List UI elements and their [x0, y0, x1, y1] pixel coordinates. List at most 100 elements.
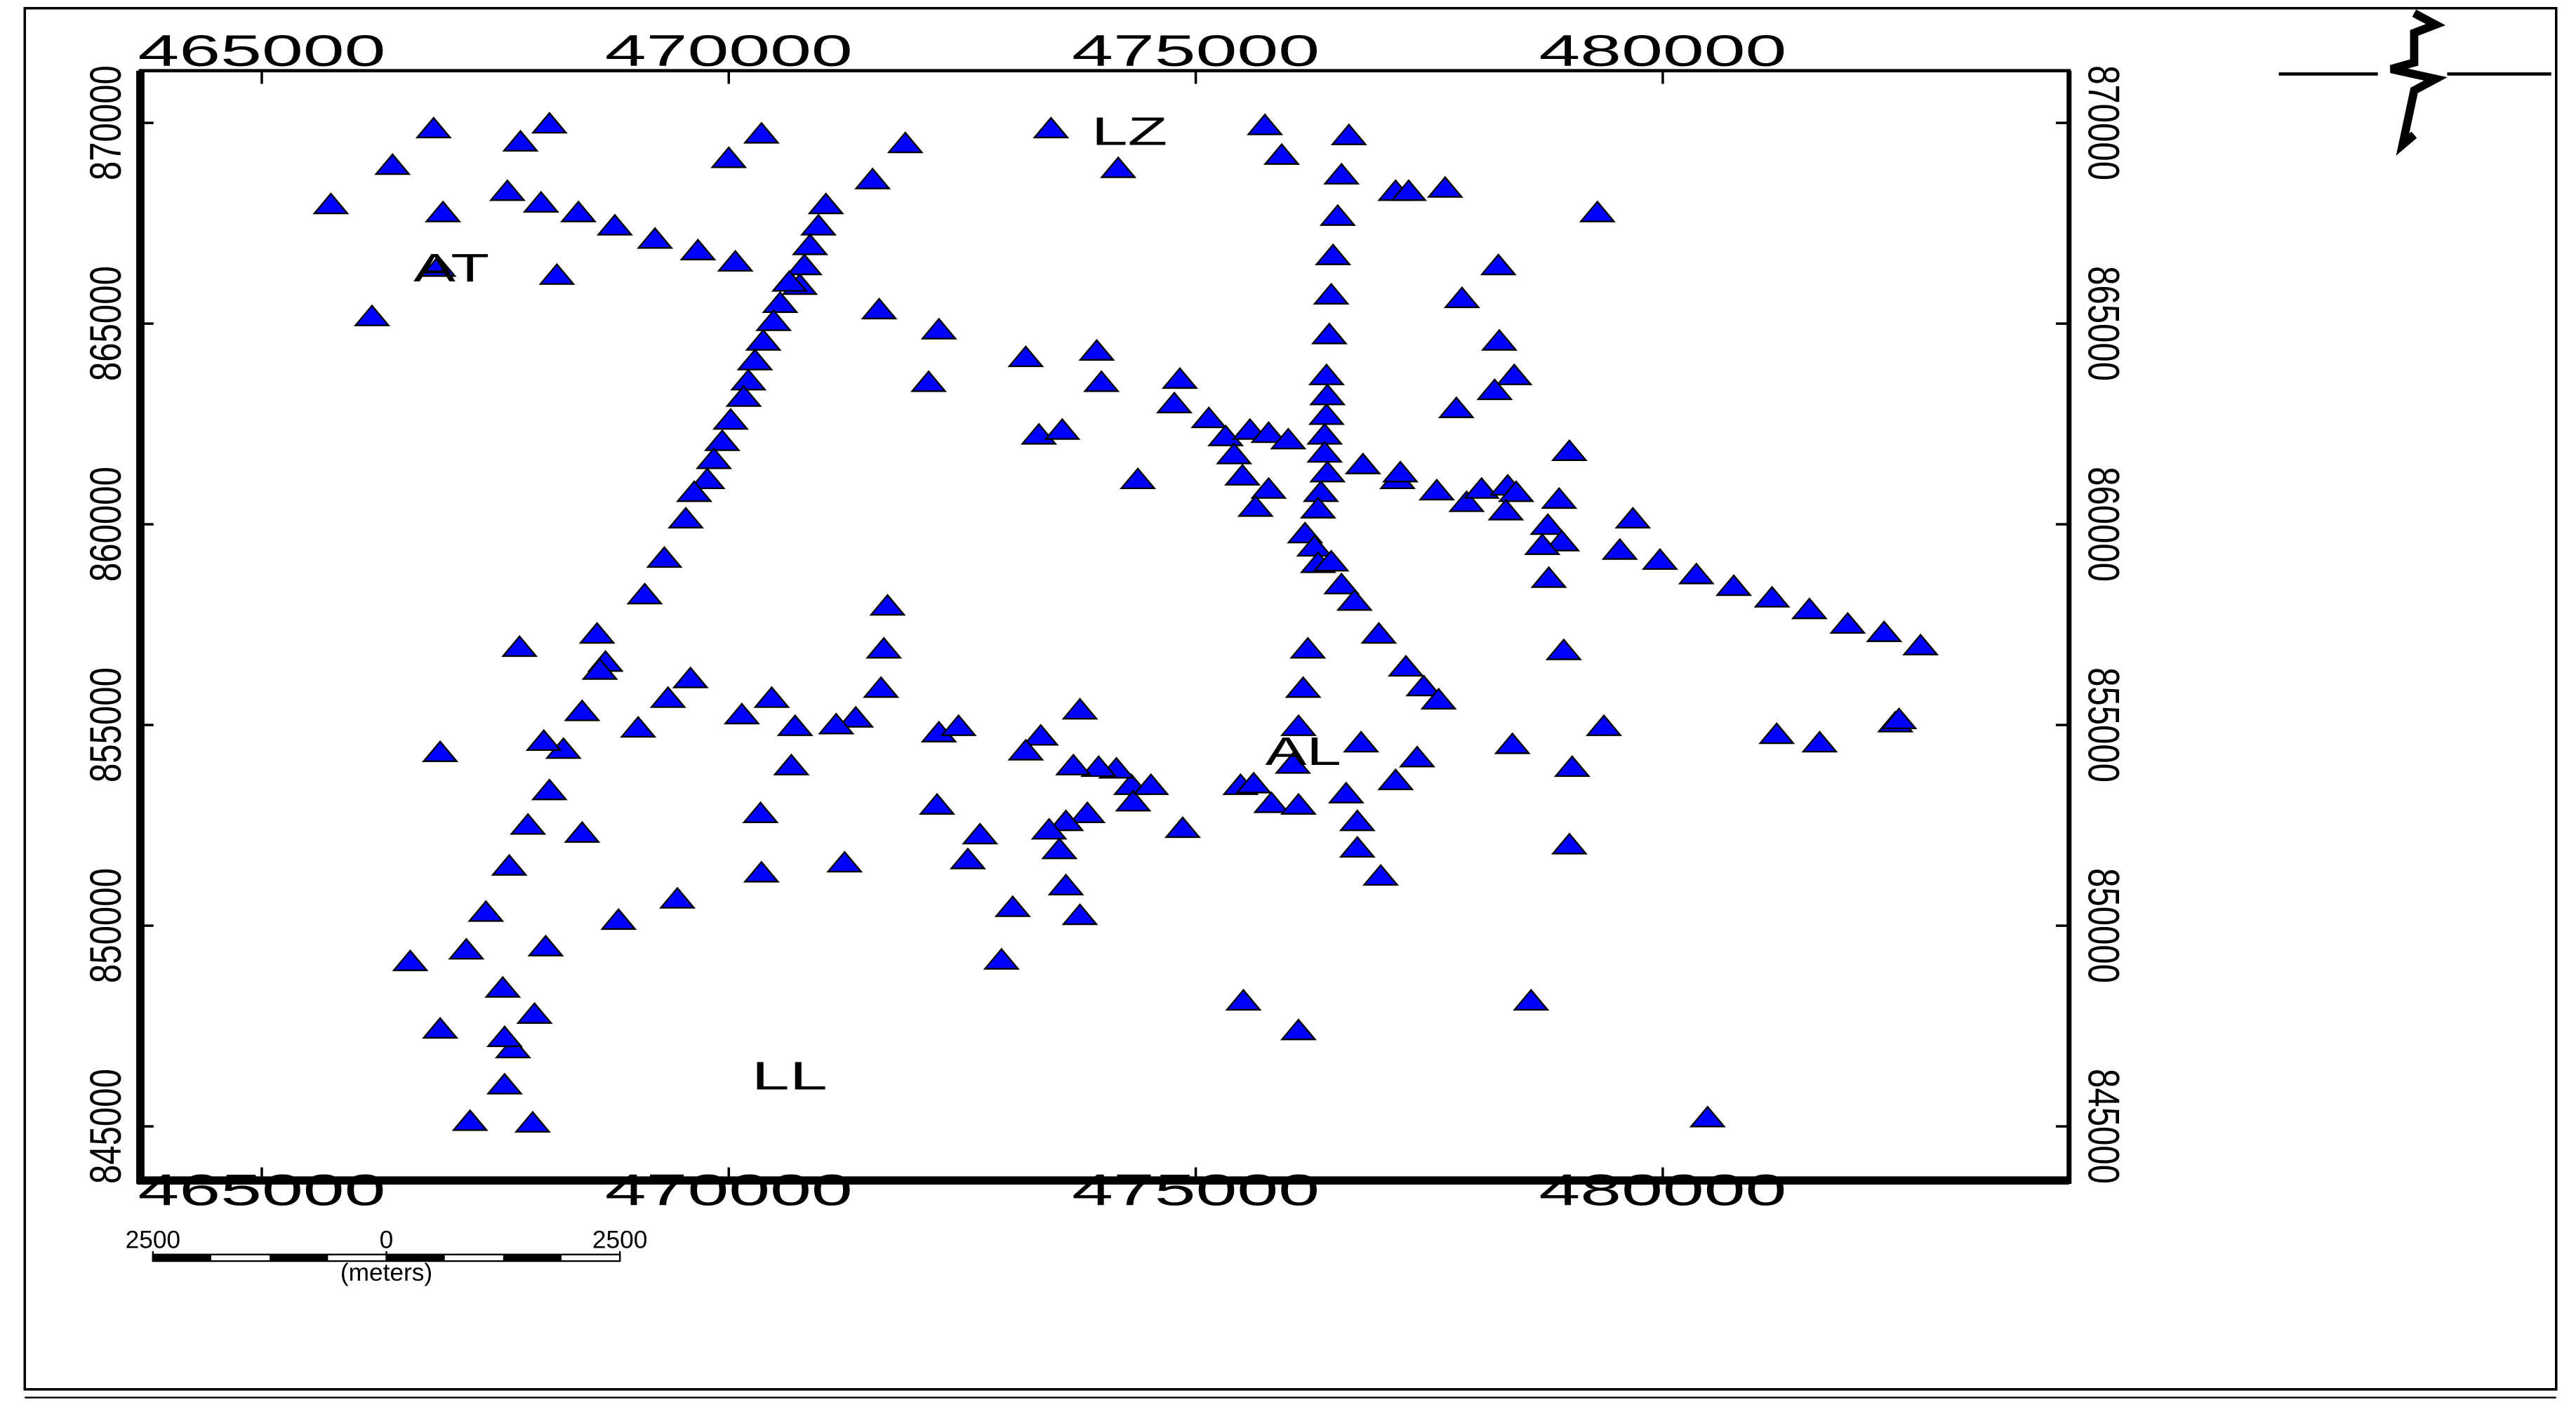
station-point — [736, 348, 774, 371]
station-point — [1041, 837, 1078, 860]
station-point — [1190, 406, 1228, 429]
station-point — [962, 822, 999, 845]
station-point — [672, 666, 709, 688]
station-point — [1280, 1018, 1317, 1041]
station-point — [1866, 620, 1903, 642]
station-point — [620, 716, 657, 738]
station-point — [1829, 611, 1866, 634]
station-point — [743, 860, 780, 883]
station-point — [1216, 442, 1253, 465]
station-point — [1250, 476, 1287, 499]
x-tick-label: 465000 — [138, 27, 386, 76]
y-tick-label: 855000 — [2079, 667, 2128, 782]
station-point — [994, 895, 1031, 917]
y-tick-label: 845000 — [81, 1069, 131, 1184]
station-point — [710, 146, 748, 168]
station-point — [863, 676, 900, 698]
station-point — [420, 255, 457, 277]
station-point — [1480, 253, 1517, 276]
station-point — [649, 686, 686, 708]
y-tick-label: 865000 — [81, 266, 131, 381]
station-point — [1327, 781, 1365, 803]
station-point — [1579, 200, 1616, 222]
station-point — [501, 635, 538, 658]
station-point — [762, 291, 799, 313]
station-point — [1030, 818, 1068, 840]
north-arrow — [2278, 9, 2551, 156]
station-point — [1274, 752, 1312, 774]
station-point — [1418, 478, 1455, 501]
y-tick-label: 870000 — [81, 65, 131, 180]
map-frame — [138, 69, 2071, 1182]
station-point — [1224, 463, 1261, 486]
station-point — [516, 1001, 553, 1024]
station-point — [1336, 589, 1373, 611]
area-label: LZ — [1091, 109, 1167, 154]
station-point — [1463, 476, 1500, 499]
station-point — [1405, 674, 1442, 697]
station-point — [1343, 731, 1380, 753]
area-label: AL — [1266, 729, 1341, 773]
x-tick-label: 465000 — [138, 1166, 386, 1215]
station-point — [626, 582, 663, 605]
station-point — [1280, 714, 1317, 736]
station-point — [1614, 506, 1652, 529]
scale-bar-label: 2500 — [126, 1226, 180, 1253]
x-tick-label: 480000 — [1539, 27, 1786, 76]
station-point — [837, 705, 875, 728]
station-point — [1100, 156, 1137, 178]
station-point — [525, 728, 562, 751]
station-point — [1339, 809, 1376, 832]
scale-bar-segment — [270, 1254, 328, 1262]
scale-bar-label: 2500 — [592, 1226, 647, 1253]
station-point — [659, 886, 696, 909]
station-point — [596, 213, 633, 236]
station-point — [1263, 142, 1301, 165]
station-point — [1284, 676, 1322, 698]
station-point — [689, 467, 726, 490]
station-point — [679, 238, 717, 261]
station-point — [1487, 498, 1525, 521]
station-point — [1497, 480, 1535, 502]
station-point — [560, 200, 597, 222]
station-point — [695, 447, 733, 469]
station-point — [415, 116, 452, 139]
station-point — [1308, 363, 1345, 385]
station-point — [1801, 731, 1838, 753]
station-point — [755, 309, 792, 331]
station-point — [676, 480, 713, 502]
station-point — [1250, 421, 1287, 443]
station-point — [1791, 597, 1828, 620]
station-point — [1344, 452, 1381, 474]
station-point — [1545, 638, 1582, 660]
station-point — [1161, 366, 1199, 389]
station-point — [1308, 403, 1345, 425]
station-point — [422, 1016, 459, 1039]
station-point — [1164, 815, 1202, 839]
scale-bar-label: 0 — [380, 1226, 394, 1253]
station-point — [786, 253, 823, 276]
station-point — [1390, 179, 1428, 201]
station-point — [1381, 460, 1419, 483]
station-point — [1443, 286, 1480, 309]
station-point — [1641, 547, 1678, 571]
station-point — [725, 385, 762, 407]
station-point — [773, 753, 810, 775]
station-point — [451, 1109, 489, 1131]
station-point — [1758, 722, 1795, 745]
station-point — [818, 712, 855, 735]
station-point — [1033, 116, 1070, 139]
x-tick-label: 470000 — [605, 27, 853, 76]
station-point — [1309, 460, 1346, 483]
station-point — [826, 851, 863, 873]
station-point — [1543, 529, 1581, 552]
station-point — [1007, 345, 1044, 368]
station-point — [1078, 338, 1115, 361]
station-point — [374, 153, 411, 175]
y-tick-label: 855000 — [81, 667, 131, 782]
station-point — [494, 1036, 531, 1059]
station-point — [776, 714, 814, 736]
station-point — [514, 1110, 551, 1133]
station-point — [353, 304, 391, 326]
station-point — [1420, 687, 1457, 710]
